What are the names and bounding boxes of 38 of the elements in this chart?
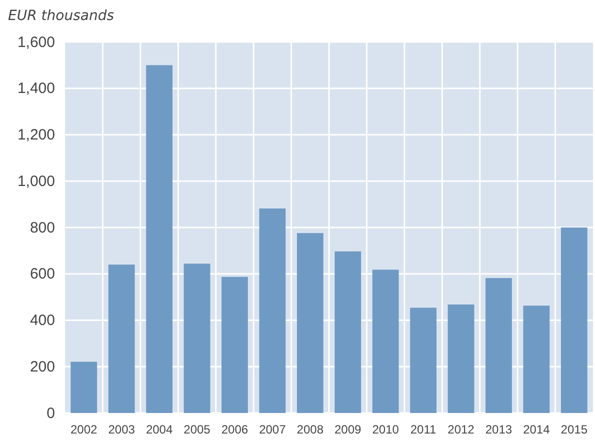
x-tick-label: 2009	[334, 422, 362, 437]
bar	[334, 251, 362, 413]
x-tick-label: 2013	[485, 422, 512, 437]
bar	[410, 308, 436, 413]
x-tick-label: 2011	[410, 422, 437, 437]
x-tick-label: 2005	[184, 422, 211, 437]
x-tick-label: 2007	[259, 422, 286, 437]
bar	[560, 228, 588, 413]
bar	[146, 65, 172, 413]
x-tick-label: 2006	[221, 422, 248, 437]
x-tick-label: 2012	[448, 422, 475, 437]
bar	[222, 276, 248, 413]
y-tick-label: 1,000	[17, 172, 55, 190]
y-tick-label: 1,400	[17, 80, 55, 98]
x-tick-label: 2014	[523, 422, 550, 437]
x-tick-label: 2003	[108, 422, 136, 437]
y-tick-label: 200	[30, 358, 55, 376]
y-axis-title: EUR thousands	[8, 8, 114, 24]
bar	[184, 264, 210, 413]
x-tick-label: 2008	[296, 422, 324, 437]
x-tick-label: 2010	[372, 422, 400, 437]
bar	[70, 362, 98, 413]
y-tick-label: 600	[30, 266, 55, 283]
y-tick-label: 1,600	[17, 34, 55, 51]
bar	[448, 304, 474, 413]
bar	[486, 278, 512, 413]
bar	[259, 208, 286, 413]
y-tick-label: 800	[30, 219, 55, 236]
bar	[296, 233, 324, 413]
y-tick-label: 0	[46, 404, 55, 422]
x-tick-label: 2015	[560, 422, 588, 437]
bar	[523, 306, 550, 413]
y-tick-label: 400	[30, 312, 55, 330]
bar	[372, 270, 399, 413]
x-tick-label: 2002	[70, 422, 98, 437]
y-tick-label: 1,200	[17, 126, 55, 144]
bar	[108, 264, 135, 413]
x-tick-label: 2004	[146, 422, 173, 437]
